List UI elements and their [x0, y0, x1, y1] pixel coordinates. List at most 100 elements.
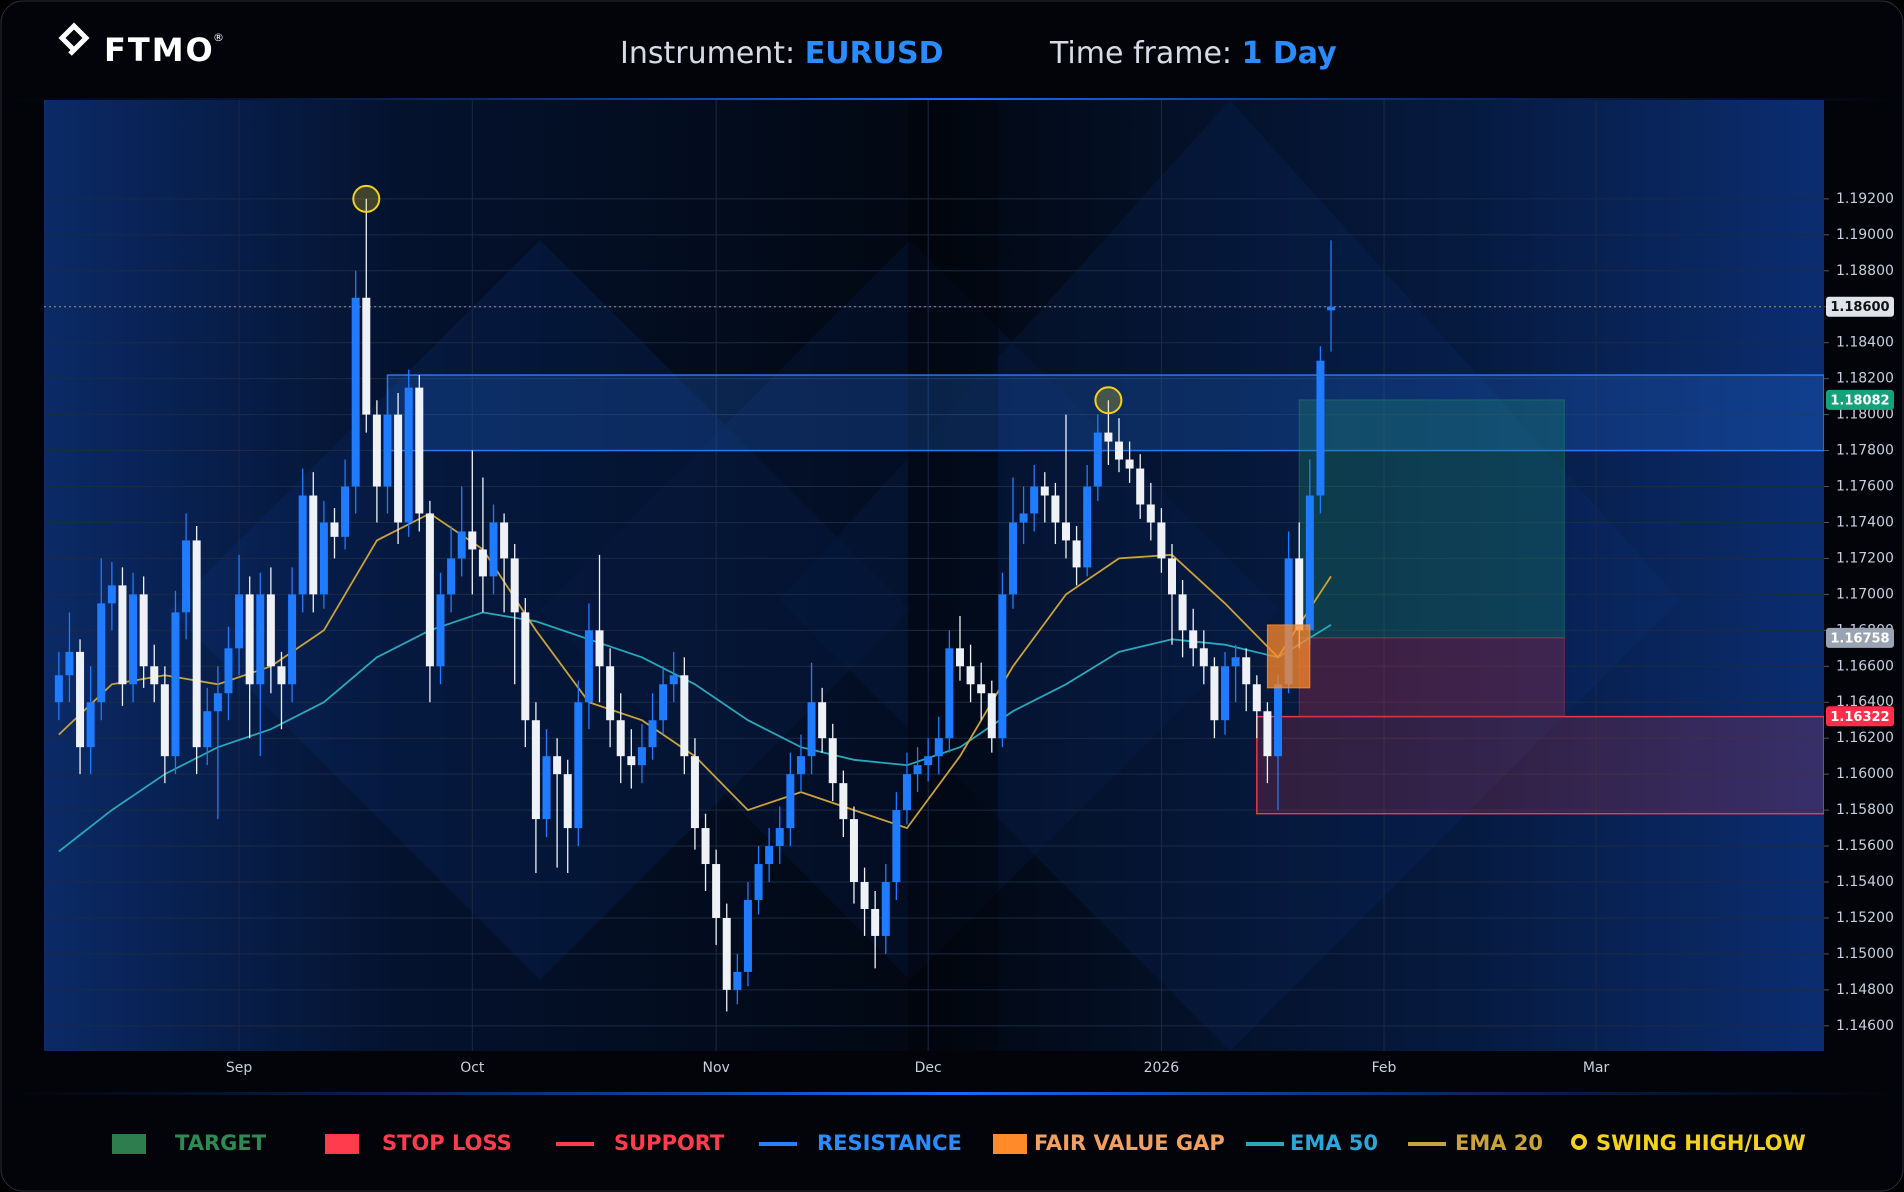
- candle-body: [383, 414, 392, 487]
- candle-body: [1157, 522, 1166, 559]
- candle-body: [489, 522, 498, 577]
- candle-body: [1210, 666, 1219, 721]
- candle-body: [807, 702, 816, 757]
- candle-body: [966, 666, 975, 685]
- registered: ®: [213, 31, 224, 44]
- price-label-box: [1826, 389, 1894, 410]
- candle-body: [235, 594, 244, 649]
- candle-body: [1178, 594, 1187, 631]
- decoration: [170, 100, 1680, 1051]
- plot-background: [44, 100, 1824, 1051]
- candle-body: [436, 594, 445, 667]
- legend-label: SUPPORT: [614, 1131, 725, 1155]
- x-tick-label: 2026: [1144, 1060, 1180, 1076]
- candle-body: [245, 594, 254, 685]
- legend-label: SWING HIGH/LOW: [1596, 1131, 1806, 1155]
- candle-body: [372, 414, 381, 487]
- y-tick-label: 1.18400: [1836, 335, 1894, 351]
- candle-body: [839, 783, 848, 820]
- candle-body: [1072, 540, 1081, 568]
- candle-body: [563, 774, 572, 829]
- legend-swatch: [1408, 1142, 1446, 1146]
- candle-body: [1104, 432, 1113, 442]
- candle-body: [542, 756, 551, 820]
- candle-body: [171, 612, 180, 757]
- x-tick-label: Dec: [915, 1060, 942, 1076]
- candle-body: [288, 594, 297, 685]
- candle-body: [129, 594, 138, 685]
- candle-body: [256, 594, 265, 685]
- candle-body: [680, 675, 689, 757]
- candle-body: [76, 651, 85, 748]
- candle-body: [669, 675, 678, 685]
- candle-body: [659, 684, 668, 721]
- candle-body: [1040, 486, 1049, 496]
- y-tick-label: 1.17800: [1836, 443, 1894, 459]
- candle-body: [775, 828, 784, 847]
- price-label: 1.16322: [1830, 710, 1889, 725]
- candle-body: [1136, 468, 1145, 505]
- candle-body: [637, 747, 646, 766]
- candle-body: [203, 711, 212, 748]
- candle-body: [722, 917, 731, 990]
- header-glow: [0, 98, 1904, 101]
- candle-body: [945, 648, 954, 739]
- price-label: 1.16758: [1830, 631, 1889, 646]
- candle-body: [510, 558, 519, 613]
- legend-swatch: [1246, 1142, 1284, 1146]
- candle-body: [298, 495, 307, 595]
- candle-body: [1114, 441, 1123, 460]
- candle-body: [1199, 648, 1208, 667]
- candle-body: [902, 774, 911, 811]
- y-tick-label: 1.15600: [1836, 838, 1894, 854]
- candle-body: [330, 522, 339, 537]
- swing-point: [1094, 386, 1123, 415]
- candle-body: [160, 684, 169, 757]
- candle-body: [266, 594, 275, 667]
- ema-line: [58, 611, 1332, 853]
- candle-body: [1305, 495, 1314, 631]
- y-tick-label: 1.18800: [1836, 263, 1894, 279]
- y-tick-label: 1.17400: [1836, 514, 1894, 530]
- price-label-box: [1826, 296, 1894, 317]
- y-tick-label: 1.18000: [1836, 407, 1894, 423]
- candle-body: [1051, 495, 1060, 523]
- y-tick-label: 1.19200: [1836, 191, 1894, 207]
- price-label-box: [1826, 706, 1894, 727]
- instrument-value: EURUSD: [805, 36, 944, 71]
- candle-body: [150, 666, 159, 685]
- legend-swatch: [759, 1142, 797, 1146]
- y-tick-label: 1.15000: [1836, 946, 1894, 962]
- candle-body: [924, 756, 933, 766]
- candle-body: [224, 648, 233, 694]
- y-tick-label: 1.15200: [1836, 910, 1894, 926]
- price-label-box: [1826, 627, 1894, 648]
- candle-body: [213, 693, 222, 712]
- candle-body: [1125, 459, 1134, 469]
- legend-label: TARGET: [175, 1131, 267, 1155]
- candle-body: [319, 522, 328, 595]
- candle-body: [627, 756, 636, 766]
- candle-body: [818, 702, 827, 739]
- candle-body: [1083, 486, 1092, 568]
- candle-body: [1242, 657, 1251, 685]
- x-tick-label: Nov: [702, 1060, 729, 1076]
- candle-body: [786, 774, 795, 829]
- y-tick-label: 1.18200: [1836, 371, 1894, 387]
- y-tick-label: 1.16400: [1836, 694, 1894, 710]
- candle-body: [860, 882, 869, 909]
- candle-body: [743, 899, 752, 972]
- candle-body: [415, 387, 424, 514]
- price-label: 1.18082: [1830, 393, 1889, 408]
- candle-body: [934, 738, 943, 757]
- candle-body: [531, 720, 540, 820]
- candle-body: [139, 594, 148, 667]
- y-tick-label: 1.15400: [1836, 874, 1894, 890]
- candle-body: [881, 882, 890, 936]
- candle-body: [500, 522, 509, 559]
- target-zone: [1298, 399, 1565, 639]
- legend-swatch: [1571, 1134, 1587, 1150]
- fair-value_gap-zone: [1266, 624, 1311, 689]
- candle-body: [892, 810, 901, 883]
- candle-body: [1146, 504, 1155, 523]
